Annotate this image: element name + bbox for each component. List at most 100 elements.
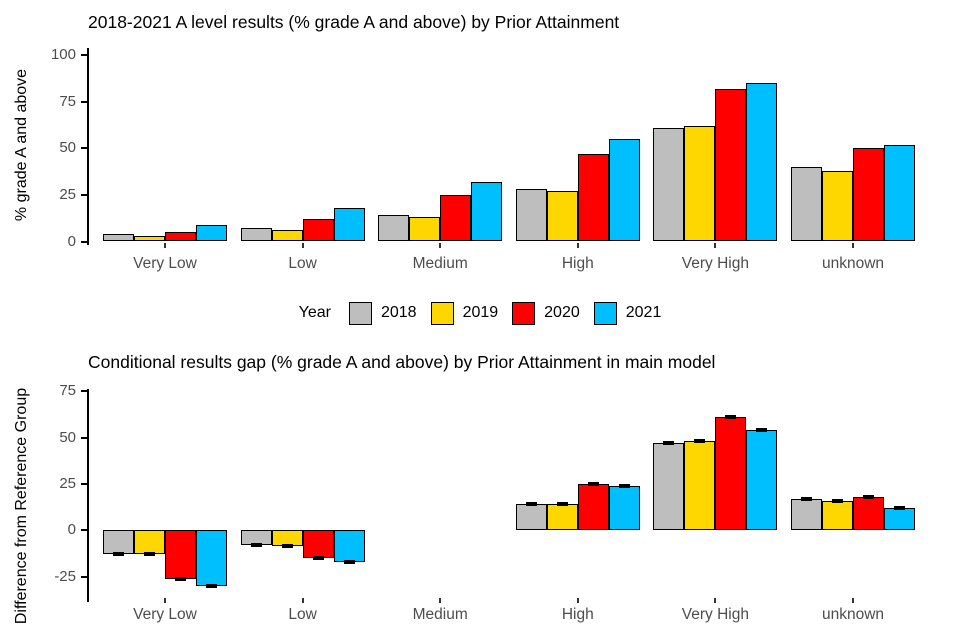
bar-2019-high [546,503,578,531]
bar-2018-very-low [103,530,134,555]
y-axis-tick-label: -25 [54,567,76,585]
y-axis-tick [81,575,87,578]
error-bar [175,576,186,581]
x-axis-category-label: unknown [821,255,885,272]
bar-2018-unknown [791,167,822,242]
bar-2021-unknown [884,144,915,242]
y-axis-tick-label: 100 [50,46,76,64]
x-axis-category-label: Low [288,606,317,623]
error-bar [663,441,675,446]
error-bar [801,496,812,501]
x-axis-category-label: High [561,606,594,623]
error-bar [863,495,874,500]
bar-2021-low [333,207,365,242]
x-axis-category-label: unknown [821,606,885,623]
bar-2021-very-low [196,224,227,242]
bar-2019-low [271,230,303,242]
x-axis-category-label: Very High [681,255,749,272]
y-axis-tick-label: 0 [67,232,76,250]
legend-item-label: 2019 [462,304,499,321]
bar-2019-very-high [684,441,716,531]
x-axis-tick [852,598,854,603]
error-bar [587,482,599,487]
y-axis-tick-label: 25 [59,475,76,493]
bar-2018-low [240,228,272,242]
bottom-chart-y-axis-label: Difference from Reference Group [13,387,30,625]
error-bar [832,498,843,503]
legend-item-2020: 2020 [512,301,580,325]
legend-item-label: 2021 [625,304,662,321]
legend-swatch-2019 [430,301,454,325]
y-axis-tick-label: 50 [59,428,76,446]
bar-2020-very-high [715,417,747,531]
error-bar [618,483,630,488]
bar-2021-high [608,139,640,242]
error-bar [250,543,262,548]
x-axis-tick [714,598,717,603]
bar-2020-very-low [165,232,196,242]
bar-2018-unknown [791,498,822,531]
y-axis-tick [81,529,87,532]
legend-item-2018: 2018 [348,301,417,325]
bar-2018-very-high [653,443,685,531]
y-axis-line [87,48,89,245]
bar-2021-medium [471,181,503,242]
bar-2019-very-low [134,235,165,242]
bar-2019-unknown [822,500,853,531]
x-axis-tick [852,243,854,248]
bottom-chart-title: Conditional results gap (% grade A and a… [88,352,716,372]
x-axis-category-label: Very High [681,606,749,623]
bar-2020-high [577,484,609,531]
error-bar [694,439,706,444]
y-axis-tick [81,240,87,243]
x-axis-category-label: Low [288,255,317,272]
y-axis-tick-label: 50 [59,139,76,157]
y-axis-line [87,389,89,602]
x-axis-tick [301,243,304,248]
bar-2021-high [608,485,640,531]
y-axis-tick-label: 75 [59,92,76,110]
legend-swatch-2021 [593,301,617,325]
bar-2021-very-low [196,530,227,586]
x-axis-tick [164,243,166,248]
bar-2019-very-low [134,530,165,555]
x-axis-tick [439,243,442,248]
y-axis-tick [81,390,87,393]
bar-2020-medium [440,194,472,242]
x-axis-category-label: Medium [412,606,468,623]
bar-2021-unknown [884,508,915,531]
x-axis-category-label: Very Low [133,255,197,272]
legend-swatch-2020 [512,301,536,325]
bar-2019-unknown [822,170,853,242]
y-axis-tick [81,193,87,196]
x-axis-tick [301,598,304,603]
bar-2021-low [333,530,365,562]
legend-item-label: 2018 [380,304,417,321]
error-bar [756,428,768,433]
y-axis-tick-label: 25 [59,185,76,203]
bar-2020-low [302,219,334,242]
legend-swatch-2018 [348,301,372,325]
x-axis-tick [164,598,166,603]
x-axis-tick [576,598,579,603]
y-axis-tick [81,54,87,57]
x-axis-tick [439,598,442,603]
bar-2018-medium [378,215,410,242]
bar-2018-high [515,189,547,242]
error-bar [725,415,737,420]
bar-2020-very-high [715,88,747,242]
error-bar [281,544,293,549]
legend-item-label: 2020 [544,304,580,321]
bar-2020-high [577,153,609,242]
bar-2020-unknown [853,497,884,531]
x-axis-category-label: High [561,255,594,272]
bar-2019-high [546,191,578,242]
error-bar [144,552,155,557]
bar-2018-very-low [103,234,134,242]
legend-item-2019: 2019 [430,301,499,325]
bar-2019-very-high [684,126,716,242]
error-bar [556,501,568,506]
bar-2019-medium [409,217,441,242]
y-axis-tick [81,100,87,103]
y-axis-tick-label: 0 [67,521,76,539]
